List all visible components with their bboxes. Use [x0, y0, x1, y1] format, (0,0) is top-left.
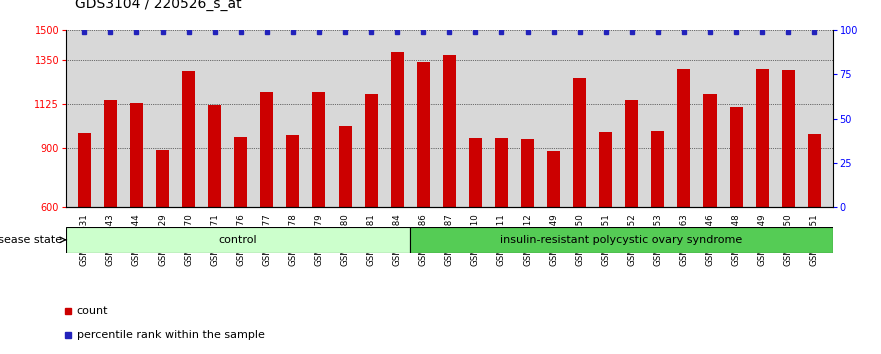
Text: control: control — [218, 235, 257, 245]
Bar — [390, 52, 403, 207]
Bar — [313, 92, 325, 207]
Bar — [130, 103, 143, 207]
Bar — [182, 72, 195, 207]
Bar — [78, 133, 91, 207]
Bar — [547, 151, 560, 207]
Bar — [443, 55, 455, 207]
Bar — [574, 78, 586, 207]
Bar — [260, 92, 273, 207]
Bar — [338, 126, 352, 207]
Bar — [156, 150, 169, 207]
Bar — [208, 105, 221, 207]
Bar — [417, 62, 430, 207]
Text: disease state: disease state — [0, 235, 62, 245]
Bar — [651, 131, 664, 207]
Text: GDS3104 / 220526_s_at: GDS3104 / 220526_s_at — [75, 0, 241, 11]
Bar — [808, 134, 821, 207]
Bar — [729, 107, 743, 207]
Bar — [677, 69, 691, 207]
Bar — [626, 100, 639, 207]
Bar — [286, 135, 300, 207]
Bar — [234, 137, 248, 207]
Bar — [365, 94, 378, 207]
Bar — [599, 132, 612, 207]
Text: insulin-resistant polycystic ovary syndrome: insulin-resistant polycystic ovary syndr… — [500, 235, 742, 245]
Bar — [104, 100, 117, 207]
Bar — [495, 138, 508, 207]
Bar — [469, 138, 482, 207]
Text: count: count — [77, 306, 108, 316]
Bar — [781, 70, 795, 207]
Bar — [66, 227, 410, 253]
Bar — [704, 94, 716, 207]
Bar — [521, 139, 534, 207]
Bar — [756, 69, 768, 207]
Text: percentile rank within the sample: percentile rank within the sample — [77, 330, 264, 340]
Bar — [410, 227, 833, 253]
